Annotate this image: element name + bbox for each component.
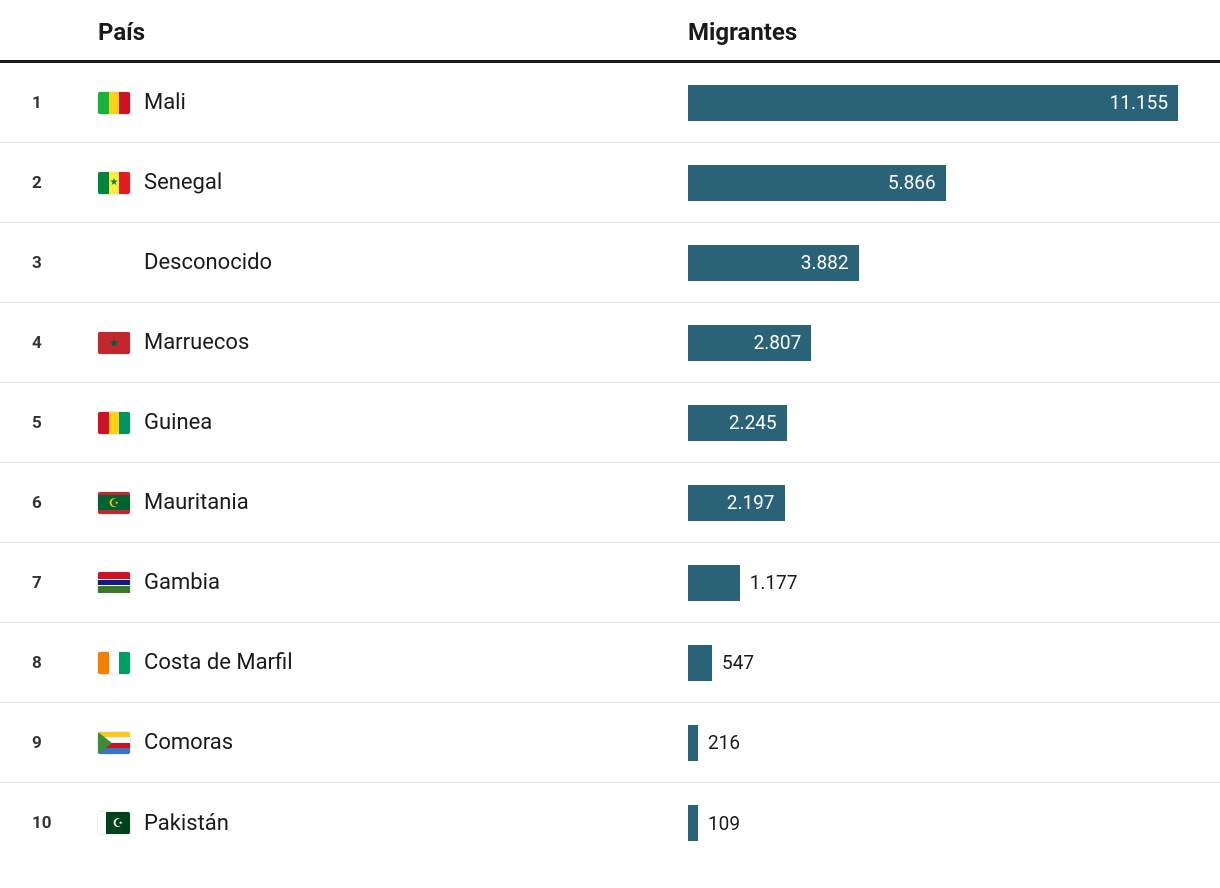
country-label: Mali <box>144 90 186 115</box>
rank-cell: 3 <box>0 253 90 273</box>
bar-value-label: 11.155 <box>1110 91 1168 114</box>
bar-cell: 3.882 <box>688 245 1220 281</box>
country-cell: Gambia <box>90 570 688 595</box>
bar-value-label: 5.866 <box>888 171 936 194</box>
table-body: 1 Mali 11.155 2 ★ Senegal 5.866 3 Desconocido 3.8… <box>0 63 1220 863</box>
header-value: Migrantes <box>688 18 1220 46</box>
country-cell: Mali <box>90 90 688 115</box>
bar: 2.807 <box>688 325 811 361</box>
bar-cell: 109 <box>688 805 1220 841</box>
bar-cell: 1.177 <box>688 565 1220 601</box>
rank-cell: 5 <box>0 413 90 433</box>
country-cell: ☪ Mauritania <box>90 490 688 515</box>
bar-value-label: 216 <box>708 731 740 754</box>
country-cell: Comoras <box>90 730 688 755</box>
bar: 5.866 <box>688 165 946 201</box>
country-label: Costa de Marfil <box>144 650 293 675</box>
migrants-bar-chart: País Migrantes 1 Mali 11.155 2 ★ Senegal 5.866… <box>0 0 1220 863</box>
country-label: Pakistán <box>144 811 229 836</box>
flag-icon <box>98 412 130 434</box>
table-row: 3 Desconocido 3.882 <box>0 223 1220 303</box>
bar-value-label: 2.807 <box>754 331 802 354</box>
bar: 1.177 <box>688 565 740 601</box>
bar-cell: 2.197 <box>688 485 1220 521</box>
header-country: País <box>90 18 688 46</box>
table-row: 6 ☪ Mauritania 2.197 <box>0 463 1220 543</box>
bar-cell: 2.807 <box>688 325 1220 361</box>
country-label: Guinea <box>144 410 212 435</box>
rank-cell: 9 <box>0 733 90 753</box>
bar-cell: 216 <box>688 725 1220 761</box>
country-cell: ★ Marruecos <box>90 330 688 355</box>
bar-value-label: 109 <box>708 812 740 835</box>
country-cell: ☪ Pakistán <box>90 811 688 836</box>
bar-value-label: 547 <box>722 651 754 674</box>
country-label: Comoras <box>144 730 233 755</box>
bar: 216 <box>688 725 698 761</box>
country-label: Mauritania <box>144 490 249 515</box>
bar: 547 <box>688 645 712 681</box>
flag-icon: ★ <box>98 332 130 354</box>
country-label: Desconocido <box>144 250 272 275</box>
country-cell: Guinea <box>90 410 688 435</box>
country-label: Marruecos <box>144 330 249 355</box>
bar: 2.197 <box>688 485 785 521</box>
flag-icon <box>98 652 130 674</box>
rank-cell: 2 <box>0 173 90 193</box>
table-row: 2 ★ Senegal 5.866 <box>0 143 1220 223</box>
bar: 3.882 <box>688 245 859 281</box>
rank-cell: 1 <box>0 93 90 113</box>
flag-icon <box>98 92 130 114</box>
flag-icon: ☪ <box>98 812 130 834</box>
table-row: 4 ★ Marruecos 2.807 <box>0 303 1220 383</box>
rank-cell: 10 <box>0 813 90 833</box>
flag-icon: ☪ <box>98 492 130 514</box>
bar-cell: 547 <box>688 645 1220 681</box>
bar-value-label: 1.177 <box>750 571 798 594</box>
table-row: 8 Costa de Marfil 547 <box>0 623 1220 703</box>
bar-cell: 5.866 <box>688 165 1220 201</box>
table-row: 1 Mali 11.155 <box>0 63 1220 143</box>
table-row: 9 Comoras 216 <box>0 703 1220 783</box>
country-cell: Desconocido <box>90 250 688 275</box>
bar: 11.155 <box>688 85 1178 121</box>
table-header: País Migrantes <box>0 0 1220 63</box>
flag-icon <box>98 732 130 754</box>
country-label: Senegal <box>144 170 222 195</box>
flag-icon <box>98 572 130 594</box>
table-row: 7 Gambia 1.177 <box>0 543 1220 623</box>
bar-cell: 11.155 <box>688 85 1220 121</box>
rank-cell: 4 <box>0 333 90 353</box>
country-label: Gambia <box>144 570 220 595</box>
country-cell: Costa de Marfil <box>90 650 688 675</box>
bar-cell: 2.245 <box>688 405 1220 441</box>
rank-cell: 7 <box>0 573 90 593</box>
table-row: 10 ☪ Pakistán 109 <box>0 783 1220 863</box>
bar: 2.245 <box>688 405 787 441</box>
bar-value-label: 2.245 <box>729 411 777 434</box>
bar-value-label: 3.882 <box>801 251 849 274</box>
bar: 109 <box>688 805 698 841</box>
rank-cell: 6 <box>0 493 90 513</box>
rank-cell: 8 <box>0 653 90 673</box>
country-cell: ★ Senegal <box>90 170 688 195</box>
bar-value-label: 2.197 <box>727 491 775 514</box>
flag-icon: ★ <box>98 172 130 194</box>
table-row: 5 Guinea 2.245 <box>0 383 1220 463</box>
